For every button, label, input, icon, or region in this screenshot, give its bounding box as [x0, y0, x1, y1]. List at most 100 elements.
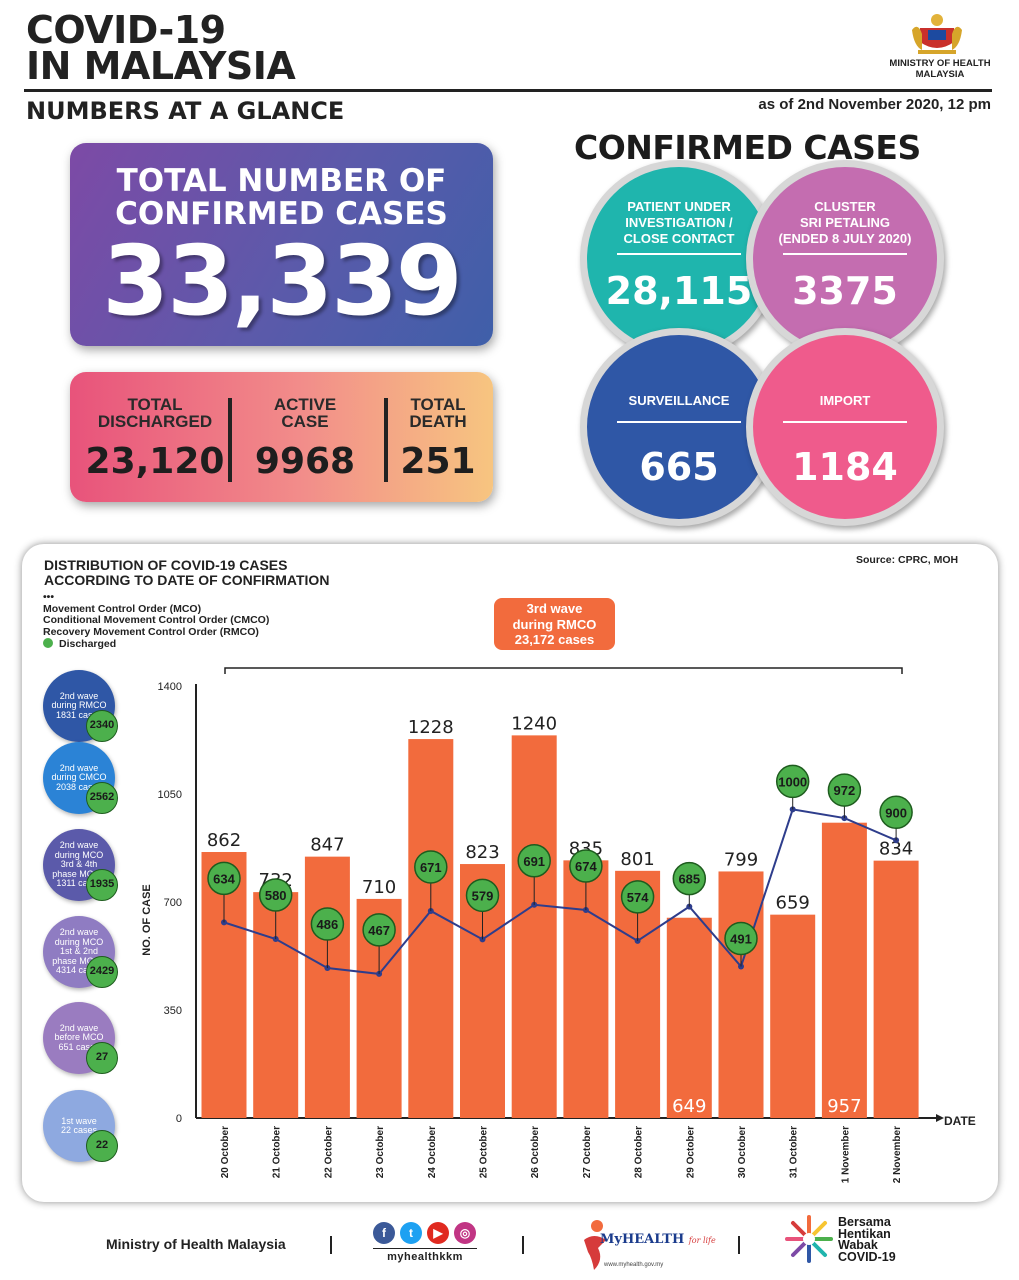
discharged-bubble [465, 878, 500, 913]
discharged-value-label: 972 [834, 783, 856, 798]
third-wave-badge: 3rd wave during RMCO 23,172 cases [494, 598, 615, 650]
discharged-value-label: 579 [472, 888, 494, 903]
discharged-bubble [258, 878, 293, 912]
wave-circle-line: 2nd wave [59, 1022, 99, 1033]
import-value: 1184 [792, 445, 898, 489]
total-confirmed-value: 33,339 [102, 225, 462, 337]
wave-circle-label: 1st wave 22 cases [47, 1116, 111, 1136]
pui-label: PATIENT UNDER INVESTIGATION / CLOSE CONT… [587, 199, 771, 247]
discharged-value-label: 674 [575, 859, 597, 874]
death-label: TOTAL DEATH [390, 396, 486, 430]
bar [408, 739, 454, 1118]
discharged-bubble [207, 861, 241, 896]
y-axis-label: NO. OF CASE [141, 884, 153, 956]
wave-discharged-badge: 2340 [86, 710, 118, 742]
discharged-line [223, 808, 897, 975]
wave-circle-line: 4314 cases [55, 965, 103, 976]
active-stat: ACTIVE CASE 9968 [234, 372, 376, 502]
active-label: ACTIVE CASE [234, 396, 376, 430]
discharged-bubble [672, 861, 707, 896]
total-label-line1: TOTAL NUMBER OF [116, 163, 447, 199]
myhealth-name-text: MyHEALTH [600, 1232, 685, 1247]
legend-cmco: Conditional Movement Control Order (CMCO… [43, 614, 270, 626]
discharged-bubble [879, 795, 913, 830]
discharged-label-line2: DISCHARGED [97, 412, 213, 431]
social-handle[interactable]: myhealthkkm [373, 1248, 477, 1263]
discharged-stat: TOTAL DISCHARGED 23,120 [80, 372, 230, 502]
wave-circle: 2nd wave during RMCO 1831 cases [43, 670, 115, 742]
legend-mco: Movement Control Order (MCO) [43, 602, 202, 615]
death-label-line1: TOTAL [410, 395, 466, 414]
slogan-line3: Wabak [838, 1238, 878, 1252]
myhealth-name: MyHEALTH for life [600, 1232, 716, 1247]
wave-circle-line: 1311 cases [56, 878, 102, 889]
wave-circle-line: during CMCO [51, 772, 107, 783]
death-value: 251 [400, 441, 476, 482]
x-tick-label: 21 October [272, 1126, 283, 1178]
confirmed-cases-title: CONFIRMED CASES [574, 128, 921, 167]
footer-separator [522, 1236, 524, 1254]
pui-label-line3: CLOSE CONTACT [623, 231, 735, 246]
instagram-icon[interactable]: ◎ [454, 1222, 476, 1244]
wave-circle-line: during MCO [54, 849, 104, 860]
y-tick-label: 1400 [158, 681, 182, 693]
bar-value-label: 957 [827, 1096, 861, 1117]
wave-circle-line: 2nd wave [59, 927, 99, 938]
youtube-icon[interactable]: ▶ [427, 1222, 449, 1244]
total-confirmed-card: TOTAL NUMBER OF CONFIRMED CASES 33,339 [70, 143, 493, 346]
y-tick-label: 0 [176, 1113, 182, 1125]
wave-discharged-badge: 2562 [86, 782, 118, 814]
wave-bracket [224, 667, 903, 674]
bar-value-label: 801 [620, 849, 654, 870]
legend-discharged-item: Discharged [43, 638, 269, 651]
slogan-line4: COVID-19 [838, 1249, 896, 1264]
bar-value-label: 799 [724, 849, 758, 870]
death-label-line2: DEATH [409, 412, 467, 431]
stats-divider [384, 398, 388, 482]
footer-separator [738, 1236, 740, 1254]
discharged-label-line1: TOTAL [127, 395, 183, 414]
discharged-value-label: 580 [265, 888, 287, 903]
y-tick-label: 1050 [158, 789, 182, 801]
bar-value-label: 823 [465, 842, 499, 863]
malaysia-crest-icon [912, 14, 962, 54]
myhealth-tagline: for life [688, 1236, 716, 1245]
bar [511, 735, 557, 1118]
cluster-label-line1: CLUSTER [814, 199, 876, 214]
bar [873, 860, 919, 1118]
wave-line1: 3rd wave [526, 601, 583, 616]
discharged-value-label: 486 [317, 917, 339, 932]
stats-divider [228, 398, 232, 482]
cluster-rule [783, 253, 907, 255]
discharged-bubble [724, 921, 758, 956]
legend-discharged: Discharged [59, 638, 117, 650]
wave-circle-label: 2nd wave during MCO 3rd & 4th phase MCO -13… [47, 841, 111, 889]
wave-line2: during RMCO [512, 616, 597, 632]
x-tick-label: 26 October [530, 1126, 541, 1178]
surveillance-circle: SURVEILLANCE 665 [580, 328, 778, 526]
active-label-line2: CASE [281, 412, 329, 431]
slogan-line1: Bersama [838, 1215, 891, 1229]
bar-value-label: 710 [362, 877, 396, 898]
discharged-bubble [414, 850, 448, 884]
myhealth-url[interactable]: www.myhealth.gov.my [604, 1262, 664, 1268]
wave-circle-line: phase MCO - [52, 955, 106, 966]
twitter-icon[interactable]: t [400, 1222, 422, 1244]
x-axis-arrow-icon [936, 1114, 944, 1122]
x-tick-label: 30 October [737, 1126, 748, 1178]
import-circle: IMPORT 1184 [746, 328, 944, 526]
bar [304, 856, 350, 1118]
bar-value-label: 847 [310, 835, 344, 856]
wave-circle-line: 22 cases [60, 1125, 98, 1135]
wave-circle-line: 3rd & 4th [60, 859, 98, 870]
bar-value-label: 862 [207, 830, 241, 851]
discharged-bubble [362, 913, 396, 947]
wave-circle-line: 1st & 2nd [59, 946, 99, 957]
wave-circle-line: 2nd wave [59, 690, 99, 701]
legend-rmco: Recovery Movement Control Order (RMCO) [43, 625, 259, 638]
x-tick-label: 27 October [582, 1126, 593, 1178]
wave-line3: 23,172 cases [514, 632, 595, 647]
pui-value: 28,115 [605, 269, 753, 313]
facebook-icon[interactable]: f [373, 1222, 395, 1244]
